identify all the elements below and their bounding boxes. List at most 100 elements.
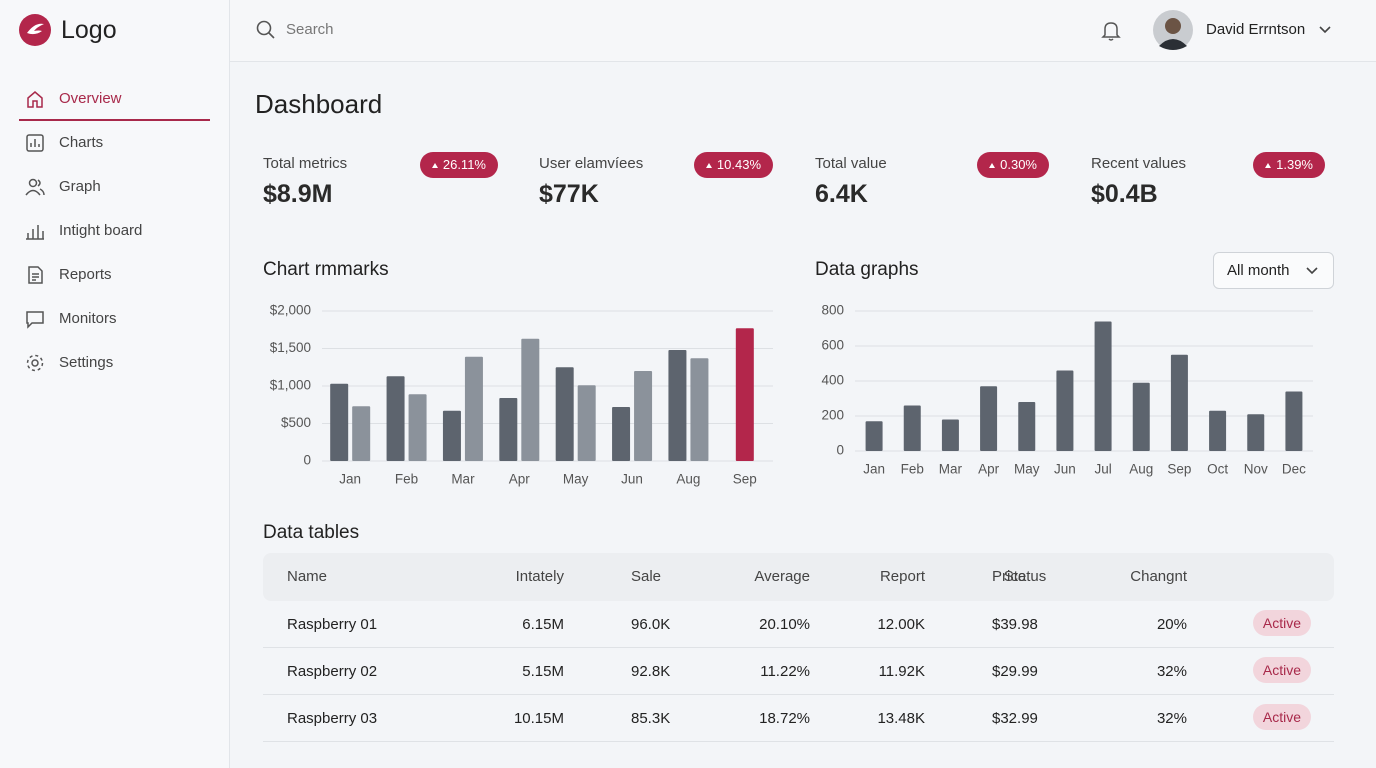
x-tick-label: Apr [978, 462, 1000, 477]
bar [464, 356, 483, 461]
nav-icon [26, 354, 44, 372]
x-tick-label: May [563, 472, 589, 487]
page-title: Dashboard [255, 89, 383, 119]
table-cell: $32.99 [992, 710, 1038, 727]
notification-bell[interactable] [1100, 19, 1122, 41]
dropdown-label: All month [1227, 262, 1290, 279]
nav-item[interactable]: Reports [19, 255, 210, 295]
table-cell: 20.10% [759, 616, 810, 633]
change-badge: 0.30% [977, 152, 1049, 178]
y-tick-label: $2,000 [270, 303, 311, 318]
x-tick-label: Dec [1282, 462, 1306, 477]
bar [1094, 321, 1112, 451]
bar [1056, 370, 1074, 451]
y-tick-label: $1,500 [270, 340, 311, 355]
y-tick-label: 600 [821, 338, 844, 353]
bar [634, 371, 653, 461]
table-cell: 12.00K [877, 616, 925, 633]
x-tick-label: Sep [1167, 462, 1191, 477]
bar [690, 358, 709, 461]
metric-label: Total metrics [263, 155, 348, 172]
bar [577, 385, 596, 461]
column-header: Sale [631, 568, 662, 585]
column-header: Name [287, 568, 328, 585]
bar [1209, 410, 1227, 451]
metric-value: $8.9M [263, 180, 333, 208]
nav-icon [25, 178, 45, 196]
bar [330, 383, 349, 461]
nav-icon [26, 225, 44, 240]
nav-item[interactable]: Settings [19, 343, 210, 383]
table-cell: 20% [1156, 616, 1187, 633]
nav-item[interactable]: Monitors [19, 299, 210, 339]
nav-icon [26, 311, 44, 329]
bar [499, 398, 518, 461]
nav-label: Monitors [59, 310, 117, 327]
column-header: Status [1003, 568, 1047, 585]
change-badge: 26.11% [419, 152, 498, 178]
user-name[interactable]: David Errntson [1206, 21, 1306, 38]
nav-icon [27, 91, 43, 108]
bar [1132, 382, 1150, 451]
table-cell: 32% [1156, 663, 1187, 680]
table-cell: Raspberry 01 [287, 616, 378, 633]
nav-item[interactable]: Overview [19, 79, 210, 121]
table-cell: $29.99 [992, 663, 1038, 680]
table-cell: 10.15M [513, 710, 564, 727]
x-tick-label: Jul [1094, 462, 1111, 477]
nav-item[interactable]: Graph [19, 167, 210, 207]
table-title: Data tables [263, 522, 360, 543]
bar [980, 386, 998, 451]
table-cell: 92.8K [631, 663, 671, 680]
nav-item[interactable]: Charts [19, 123, 210, 163]
bar [668, 350, 687, 461]
x-tick-label: Apr [509, 472, 531, 487]
table-cell: 11.22% [760, 663, 810, 680]
x-tick-label: Oct [1207, 462, 1228, 477]
status-pill: Active [1252, 657, 1311, 683]
table-cell: 85.3K [631, 710, 671, 727]
column-header: Intately [515, 568, 564, 585]
metric-label: User elamvíees [539, 155, 644, 172]
x-tick-label: Aug [1129, 462, 1153, 477]
x-tick-label: Jun [621, 472, 643, 487]
x-tick-label: Mar [451, 472, 475, 487]
avatar[interactable] [1153, 10, 1193, 50]
nav-label: Intight board [59, 222, 143, 239]
nav-item[interactable]: Intight board [19, 211, 210, 251]
bar [352, 406, 371, 461]
table-row: Raspberry 02 5.15M 92.8K 11.22% 11.92K $29.99… [263, 648, 1334, 695]
bar [865, 421, 883, 451]
period-dropdown[interactable]: All month [1213, 252, 1334, 289]
bar [1170, 354, 1188, 451]
y-tick-label: $1,000 [270, 378, 311, 393]
bar [1247, 414, 1265, 451]
column-header: Changnt [1130, 568, 1187, 585]
search-input[interactable]: Search [286, 21, 334, 38]
bar [386, 376, 405, 461]
table-header: Name Intately Sale Average Report Price Changn… [263, 553, 1334, 601]
user-menu-chevron[interactable] [1318, 24, 1332, 36]
table-cell: Raspberry 02 [287, 663, 378, 680]
y-tick-label: 800 [821, 303, 844, 318]
top-bar [230, 0, 1376, 62]
bar [1018, 402, 1036, 451]
change-badge: 10.43% [693, 152, 773, 178]
x-tick-label: Aug [676, 472, 700, 487]
x-tick-label: Sep [733, 472, 757, 487]
chart-title: Chart rmmarks [263, 259, 389, 280]
x-tick-label: Feb [395, 472, 418, 487]
x-tick-label: May [1014, 462, 1040, 477]
nav-label: Settings [59, 354, 114, 371]
metric-label: Total value [815, 155, 887, 172]
table-cell: 32% [1156, 710, 1187, 727]
bar [941, 419, 959, 451]
nav-label: Graph [59, 178, 101, 195]
table-cell: 18.72% [759, 710, 810, 727]
table-cell: Raspberry 03 [287, 710, 378, 727]
nav-label: Overview [59, 90, 122, 107]
bar [408, 394, 427, 461]
table-cell: 13.48K [877, 710, 925, 727]
nav-label: Charts [59, 134, 104, 151]
